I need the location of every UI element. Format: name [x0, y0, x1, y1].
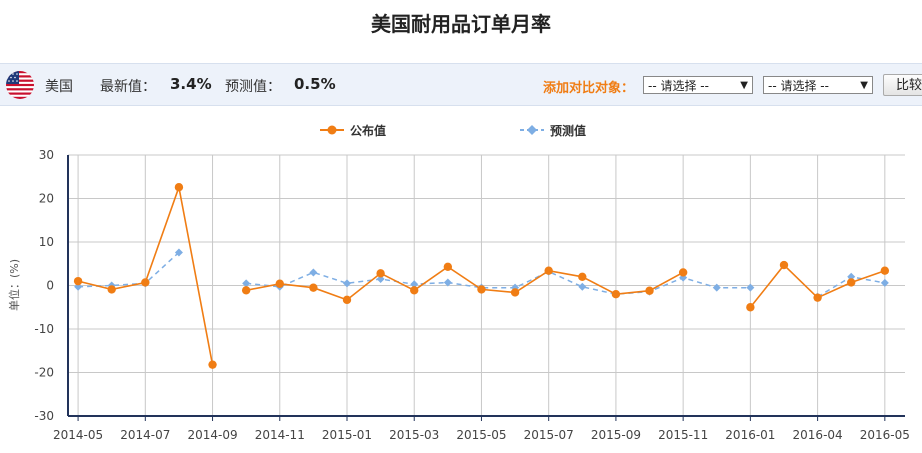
y-tick-label: 0 — [46, 279, 54, 293]
data-point[interactable] — [241, 286, 251, 295]
data-point[interactable] — [544, 266, 553, 275]
data-point[interactable] — [510, 288, 520, 297]
x-tick-label: 2014-05 — [53, 428, 103, 442]
y-tick-label: 30 — [39, 148, 54, 162]
compare-select-2-value: -- 请选择 -- — [768, 79, 829, 93]
data-point[interactable] — [174, 182, 184, 192]
data-point[interactable] — [141, 278, 150, 287]
data-point[interactable] — [309, 268, 318, 277]
compare-select-1[interactable]: -- 请选择 -- ▼ — [643, 76, 753, 94]
forecast-value: 0.5% — [294, 75, 336, 93]
info-bar: 美国 最新值： 3.4% 预测值： 0.5% 添加对比对象： -- 请选择 --… — [0, 63, 922, 106]
chart-series — [73, 182, 890, 369]
data-point[interactable] — [376, 269, 385, 278]
x-tick-label: 2016-04 — [793, 428, 843, 442]
series-line — [78, 251, 180, 288]
x-tick-label: 2016-05 — [860, 428, 910, 442]
data-point[interactable] — [343, 279, 351, 288]
series-line — [246, 265, 684, 301]
data-point[interactable] — [746, 283, 755, 292]
x-tick-label: 2015-09 — [591, 428, 641, 442]
data-point[interactable] — [410, 286, 419, 295]
latest-value-label: 最新值： — [100, 79, 156, 95]
data-point[interactable] — [477, 285, 486, 294]
y-tick-label: -10 — [34, 322, 54, 336]
x-tick-label: 2015-01 — [322, 428, 372, 442]
y-tick-label: -20 — [34, 366, 54, 380]
chart-grid — [68, 154, 905, 417]
data-point[interactable] — [880, 278, 889, 287]
latest-value: 3.4% — [170, 75, 212, 93]
compare-button[interactable]: 比较 — [883, 74, 922, 96]
legend-label-published[interactable]: 公布值 — [350, 123, 386, 138]
forecast-value-label: 预测值： — [225, 79, 281, 95]
data-point[interactable] — [208, 360, 217, 369]
data-point[interactable] — [107, 285, 116, 294]
x-tick-label: 2015-11 — [658, 428, 708, 442]
data-point[interactable] — [443, 278, 452, 287]
legend-marker-forecast — [527, 125, 537, 135]
x-tick-label: 2015-07 — [524, 428, 574, 442]
chart-legend: 公布值 预测值 — [320, 123, 586, 138]
y-tick-label: -30 — [34, 409, 54, 423]
data-point[interactable] — [645, 286, 654, 295]
data-point[interactable] — [275, 279, 284, 288]
legend-label-forecast[interactable]: 预测值 — [550, 123, 586, 138]
data-point[interactable] — [410, 280, 419, 289]
data-point[interactable] — [779, 260, 789, 270]
x-tick-label: 2016-01 — [725, 428, 775, 442]
page-title: 美国耐用品订单月率 — [371, 12, 551, 36]
y-axis-label: 单位：(%) — [7, 259, 21, 311]
series-published — [73, 182, 890, 369]
country-name: 美国 — [45, 79, 73, 95]
y-tick-label: 20 — [39, 192, 54, 206]
dropdown-arrow-icon: ▼ — [860, 80, 868, 91]
x-tick-label: 2014-07 — [120, 428, 170, 442]
x-tick-label: 2015-05 — [456, 428, 506, 442]
compare-select-2[interactable]: -- 请选择 -- ▼ — [763, 76, 873, 94]
data-point[interactable] — [174, 248, 183, 257]
x-tick-label: 2014-11 — [255, 428, 305, 442]
x-tick-label: 2014-09 — [187, 428, 237, 442]
us-flag-icon — [6, 71, 34, 99]
compare-label: 添加对比对象： — [543, 81, 635, 96]
compare-select-1-value: -- 请选择 -- — [648, 79, 709, 93]
data-point[interactable] — [611, 290, 621, 299]
data-point[interactable] — [309, 283, 318, 292]
data-point[interactable] — [847, 278, 856, 287]
data-point[interactable] — [578, 272, 587, 281]
data-point[interactable] — [712, 283, 721, 292]
x-tick-label: 2015-03 — [389, 428, 439, 442]
series-line — [246, 270, 751, 295]
data-point[interactable] — [242, 279, 251, 288]
data-point[interactable] — [880, 266, 890, 275]
legend-marker-published — [327, 125, 337, 135]
data-point[interactable] — [746, 303, 755, 312]
y-tick-label: 10 — [39, 235, 54, 249]
dropdown-arrow-icon: ▼ — [740, 80, 748, 91]
data-point[interactable] — [678, 268, 688, 277]
data-point[interactable] — [578, 282, 587, 291]
chart-axes: -30 -20 -10 0 10 20 30 2014-05 2014-07 2014-09 201… — [34, 148, 910, 442]
data-point[interactable] — [443, 262, 453, 271]
data-point[interactable] — [73, 276, 83, 286]
data-point[interactable] — [342, 295, 352, 305]
data-point[interactable] — [813, 293, 822, 302]
